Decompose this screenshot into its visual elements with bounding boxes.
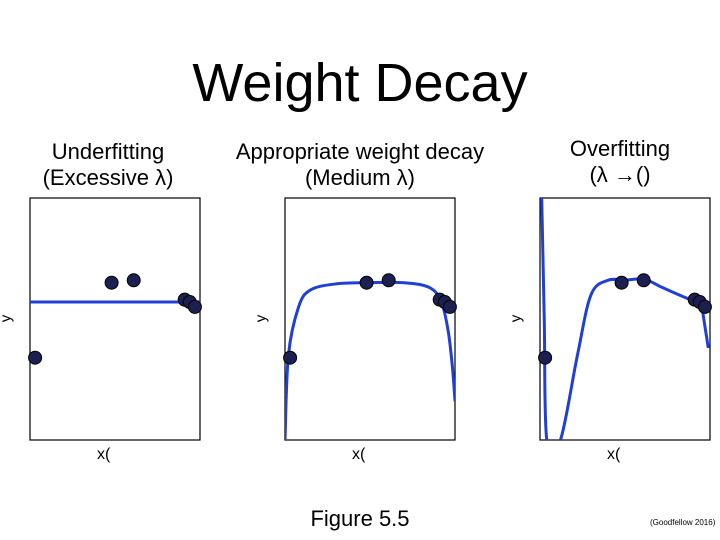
- panel-title-underfitting: Underfitting (Excessive λ): [42, 139, 174, 190]
- data-point-5: [187, 299, 202, 314]
- panel-title-overfitting: Overfitting (λ →(): [569, 136, 671, 187]
- figure-caption: Figure 5.5: [310, 506, 410, 531]
- data-point-0: [28, 350, 43, 365]
- slide-title: Weight Decay: [192, 53, 528, 113]
- fit-curve: [285, 280, 455, 440]
- data-point-0: [283, 350, 298, 365]
- plot-panel-underfitting: [28, 197, 202, 441]
- data-point-5: [442, 299, 457, 314]
- data-point-2: [126, 273, 141, 288]
- data-point-0: [538, 350, 553, 365]
- data-point-1: [359, 275, 374, 290]
- plot-frame: [29, 197, 201, 441]
- x-axis-label-overfitting: x(: [607, 446, 621, 463]
- data-point-5: [697, 299, 712, 314]
- x-axis-label-appropriate: x(: [352, 446, 366, 463]
- data-point-1: [104, 275, 119, 290]
- data-point-1: [614, 275, 629, 290]
- data-point-2: [381, 273, 396, 288]
- plot-panel-appropriate: [283, 197, 457, 441]
- panel-title-appropriate: Appropriate weight decay (Medium λ): [235, 139, 485, 190]
- plot-frame: [284, 197, 456, 441]
- plot-panel-overfitting: [538, 197, 712, 441]
- x-axis-label-underfitting: x(: [97, 446, 111, 463]
- data-point-2: [636, 273, 651, 288]
- credit-note: (Goodfellow 2016): [650, 518, 716, 527]
- fit-curve: [540, 198, 710, 440]
- plot-frame: [539, 197, 711, 441]
